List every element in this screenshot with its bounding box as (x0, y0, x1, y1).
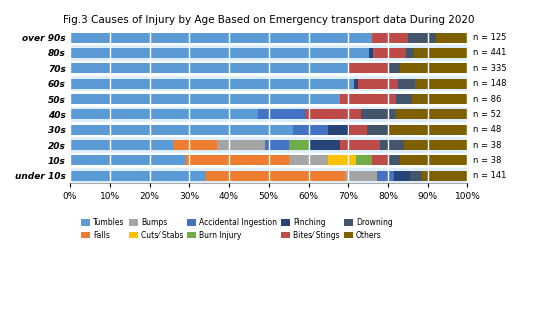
Bar (400, 63, 468, 73)
Bar (70, 61, 468, 76)
Bar (185, 156, 289, 166)
Bar (406, 48, 414, 58)
Bar (70, 79, 354, 89)
Bar (350, 125, 367, 135)
Bar (354, 79, 358, 89)
Bar (70, 140, 173, 150)
Bar (328, 156, 356, 166)
Bar (404, 140, 468, 150)
Bar (328, 125, 350, 135)
Bar (344, 171, 377, 181)
Text: n = 441: n = 441 (474, 49, 507, 58)
Text: n = 86: n = 86 (474, 95, 502, 104)
Bar (422, 171, 468, 181)
Bar (70, 76, 468, 91)
Bar (70, 153, 468, 168)
Title: Fig.3 Causes of Injury by Age Based on Emergency transport data During 2020: Fig.3 Causes of Injury by Age Based on E… (63, 15, 475, 25)
Bar (70, 171, 205, 181)
Bar (367, 125, 389, 135)
Bar (70, 33, 372, 43)
Bar (305, 109, 361, 119)
Bar (396, 94, 412, 104)
Bar (340, 94, 396, 104)
Bar (358, 79, 398, 89)
Bar (436, 33, 468, 43)
Bar (380, 140, 404, 150)
Bar (70, 122, 468, 137)
Bar (70, 109, 258, 119)
Bar (70, 45, 468, 61)
Bar (373, 48, 406, 58)
Bar (388, 63, 400, 73)
Bar (415, 79, 468, 89)
Bar (70, 48, 369, 58)
Text: n = 38: n = 38 (474, 156, 502, 165)
Bar (394, 171, 410, 181)
Bar (412, 94, 468, 104)
Bar (356, 156, 372, 166)
Bar (293, 125, 328, 135)
Bar (70, 125, 293, 135)
Bar (70, 30, 468, 45)
Bar (70, 94, 340, 104)
Bar (408, 33, 436, 43)
Bar (369, 48, 373, 58)
Text: n = 125: n = 125 (474, 33, 507, 42)
Text: n = 335: n = 335 (474, 64, 507, 73)
Bar (309, 140, 340, 150)
Bar (388, 156, 400, 166)
Text: n = 148: n = 148 (474, 79, 507, 88)
Bar (70, 168, 468, 183)
Bar (265, 140, 289, 150)
Bar (70, 137, 468, 153)
Bar (289, 156, 328, 166)
Bar (70, 156, 185, 166)
Bar (205, 171, 344, 181)
Bar (414, 48, 467, 58)
Text: n = 38: n = 38 (474, 141, 502, 150)
Bar (348, 63, 388, 73)
Text: n = 48: n = 48 (474, 125, 502, 134)
Bar (258, 109, 305, 119)
Bar (70, 107, 468, 122)
Bar (361, 109, 395, 119)
Bar (372, 156, 388, 166)
Bar (372, 33, 408, 43)
Bar (173, 140, 217, 150)
Legend: Tumbles, Falls, Bumps, Cuts⁄ Stabs, Accidental Ingestion, Burn Injury, Pinching,: Tumbles, Falls, Bumps, Cuts⁄ Stabs, Acci… (81, 218, 393, 240)
Bar (389, 125, 468, 135)
Bar (70, 63, 348, 73)
Bar (410, 171, 422, 181)
Text: n = 52: n = 52 (474, 110, 502, 119)
Bar (70, 91, 468, 107)
Bar (398, 79, 415, 89)
Bar (217, 140, 265, 150)
Bar (377, 171, 394, 181)
Text: n = 141: n = 141 (474, 171, 507, 180)
Bar (400, 156, 468, 166)
Bar (289, 140, 309, 150)
Bar (340, 140, 380, 150)
Bar (395, 109, 468, 119)
